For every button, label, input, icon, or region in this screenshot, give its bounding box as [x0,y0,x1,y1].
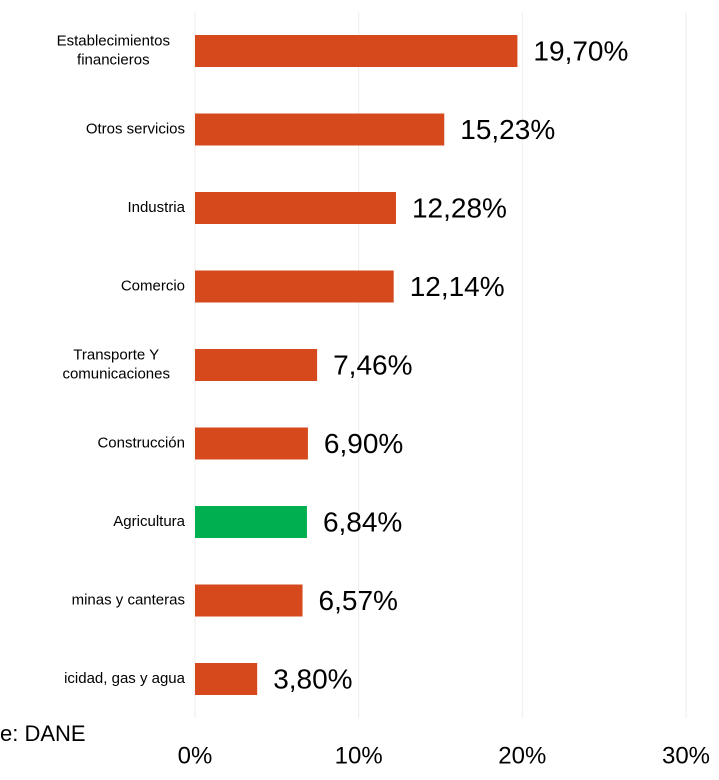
y-tick-label: minas y canteras [72,591,185,608]
bar [195,663,258,695]
value-label: 3,80% [273,663,352,694]
value-label: 19,70% [533,35,628,66]
value-label: 15,23% [460,114,555,145]
value-label: 12,14% [410,271,505,302]
y-tick-label: Otros servicios [86,120,185,137]
y-tick-label: Agricultura [113,513,185,530]
value-label: 12,28% [412,192,507,223]
y-tick-label: Construcción [97,434,185,451]
bar [195,270,394,303]
value-label: 6,57% [319,585,398,616]
bar [195,506,307,538]
bar [195,192,396,224]
bar [195,113,445,146]
y-tick-label: icidad, gas y agua [64,670,186,687]
x-tick-label: 0% [178,742,213,769]
value-label: 6,84% [323,506,402,537]
bar [195,35,518,67]
bar [195,349,318,381]
x-tick-label: 30% [662,742,710,769]
value-label: 7,46% [333,349,412,380]
value-label: 6,90% [324,428,403,459]
y-tick-label: Establecimientos financieros [57,32,170,68]
source: e: DANE [0,721,86,746]
bar [195,584,303,617]
bar [195,427,308,460]
x-tick-label: 10% [335,742,383,769]
y-tick-label: Comercio [121,277,185,294]
x-tick-label: 20% [498,742,546,769]
y-tick-label: Industria [127,199,185,216]
